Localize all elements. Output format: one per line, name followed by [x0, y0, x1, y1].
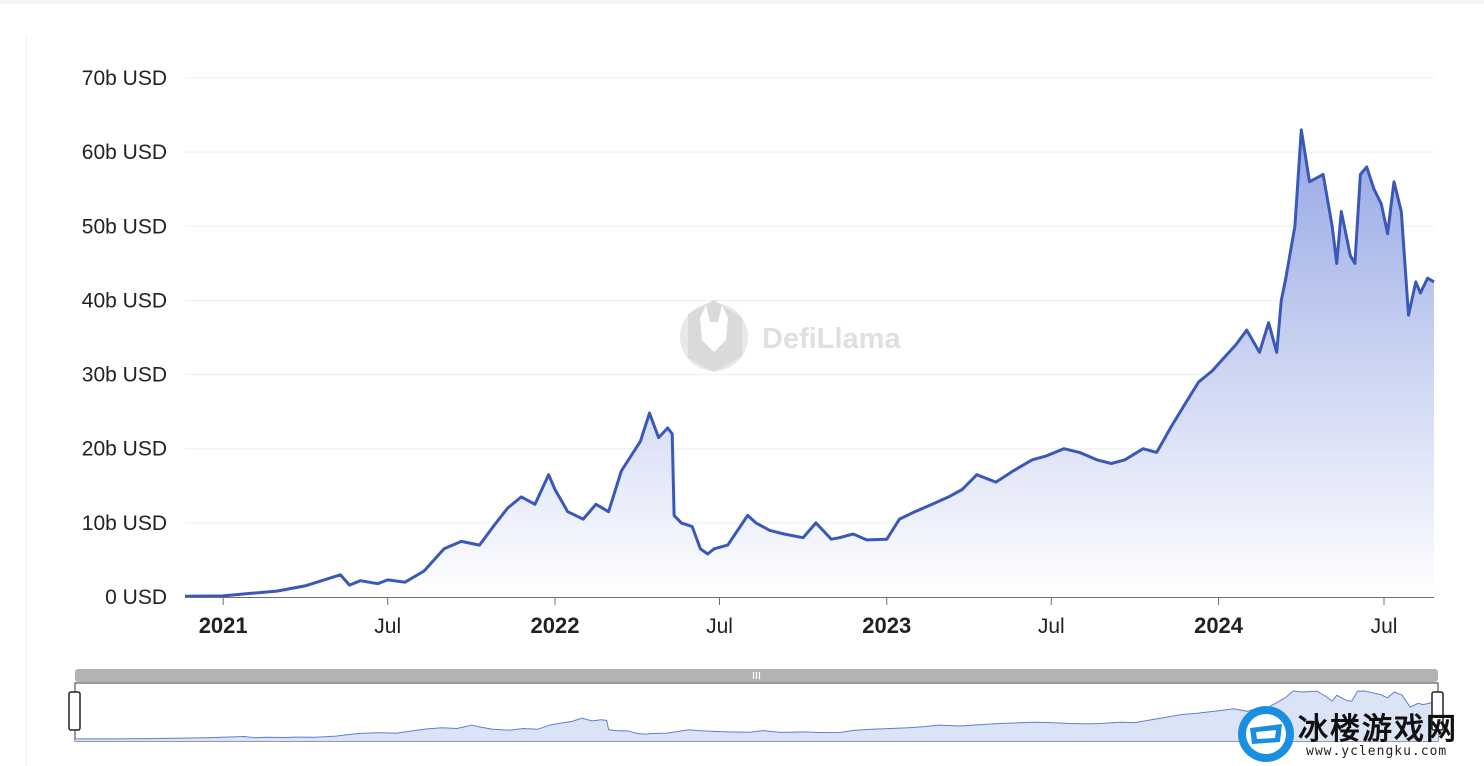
x-tick-label: Jul: [1371, 615, 1398, 638]
x-tick-label: 2021: [199, 613, 248, 638]
top-divider: [0, 0, 1484, 4]
x-tick-label: Jul: [374, 615, 401, 638]
watermark-text: DefiLlama: [762, 323, 901, 355]
site-name: 冰楼游戏网: [1298, 712, 1458, 747]
y-tick-label: 40b USD: [82, 289, 167, 312]
y-tick-label: 70b USD: [82, 67, 167, 90]
chart-panel: [26, 36, 1484, 766]
range-slider[interactable]: [68, 669, 1444, 742]
y-axis: 0 USD 10b USD 20b USD 30b USD 40b USD 50b USD…: [82, 67, 167, 609]
site-branding[interactable]: 冰楼游戏网 www.yclengku.com: [1234, 700, 1484, 766]
site-url: www.yclengku.com: [1306, 744, 1448, 759]
grip-icon[interactable]: [752, 672, 761, 679]
yclengku-logo-icon: [1238, 706, 1294, 762]
llama-logo-icon: [680, 300, 748, 372]
x-tick-label: 2023: [862, 613, 911, 638]
slider-preview-area: [75, 691, 1438, 741]
y-tick-label: 10b USD: [82, 512, 167, 535]
y-tick-label: 50b USD: [82, 215, 167, 238]
y-tick-label: 60b USD: [82, 141, 167, 164]
watermark: DefiLlama: [680, 300, 901, 372]
x-tick-label: Jul: [1038, 615, 1065, 638]
y-tick-label: 30b USD: [82, 364, 167, 387]
x-tick-label: 2022: [530, 613, 579, 638]
x-axis: 2021 Jul 2022 Jul 2023 Jul 2024 Jul: [199, 597, 1398, 638]
series-line: [184, 128, 1435, 598]
slider-preview-line: [75, 690, 1439, 740]
x-tick-label: 2024: [1194, 613, 1244, 638]
series-area: [185, 129, 1434, 597]
x-tick-label: Jul: [706, 615, 733, 638]
y-tick-label: 20b USD: [82, 438, 167, 461]
slider-left-handle-icon[interactable]: [68, 691, 81, 731]
slider-right-handle-icon[interactable]: [1431, 691, 1444, 731]
y-tick-label: 0 USD: [105, 586, 167, 609]
